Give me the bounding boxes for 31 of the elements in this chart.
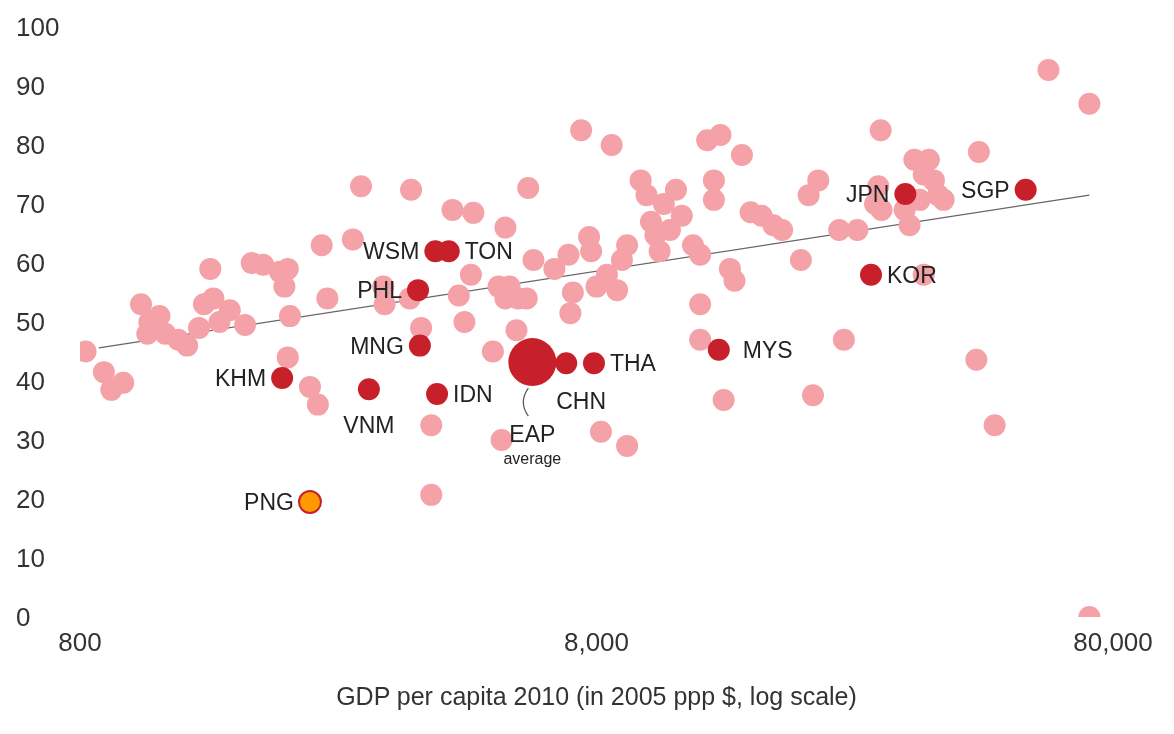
y-tick-label: 80	[16, 130, 45, 161]
y-tick-label: 20	[16, 484, 45, 515]
x-tick-label: 800	[58, 627, 102, 658]
annotation: TON	[464, 238, 513, 265]
annotation: EAP	[509, 421, 556, 448]
y-tick-label: 60	[16, 248, 45, 279]
annotation: IDN	[453, 380, 493, 407]
x-axis-title: GDP per capita 2010 (in 2005 ppp $, log scale)	[336, 682, 857, 710]
annotation: VNM	[343, 412, 395, 439]
y-tick-label: 40	[16, 366, 45, 397]
annotation: WSM	[363, 238, 420, 265]
annotation: KOR	[887, 261, 937, 288]
annotation: MNG	[350, 332, 404, 359]
y-tick-label: 70	[16, 189, 45, 220]
y-tick-label: 50	[16, 307, 45, 338]
y-tick-label: 90	[16, 71, 45, 102]
annotation: JPN	[845, 180, 890, 207]
annotation: average	[503, 449, 562, 467]
annotation: PHL	[357, 277, 403, 304]
annotation: SGP	[961, 176, 1010, 203]
y-tick-label: 100	[16, 12, 60, 43]
annotation: CHN	[556, 388, 607, 415]
y-tick-label: 10	[16, 543, 45, 574]
x-tick-label: 80,000	[1073, 627, 1153, 658]
annotation: THA	[609, 350, 657, 377]
annotation: MYS	[742, 336, 793, 363]
y-tick-label: 0	[16, 602, 31, 633]
x-tick-label: 8,000	[563, 627, 630, 658]
y-tick-label: 30	[16, 425, 45, 456]
annotation: PNG	[244, 488, 294, 515]
annotation: KHM	[215, 365, 267, 392]
